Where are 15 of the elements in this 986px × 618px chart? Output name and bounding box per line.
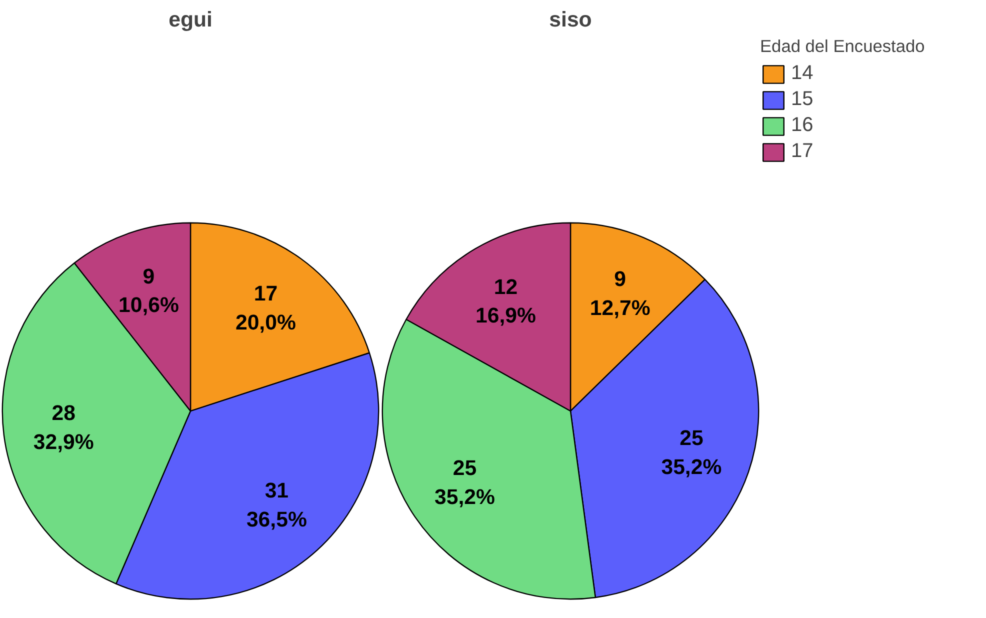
legend-label: 15 <box>791 88 814 111</box>
data-label: 28 32,9% <box>33 401 94 454</box>
legend-label: 17 <box>791 140 814 163</box>
data-label: 25 35,2% <box>661 426 722 479</box>
legend-title: Edad del Encuestado <box>760 36 925 57</box>
data-label: 17 20,0% <box>235 282 296 334</box>
legend-label: 16 <box>791 114 814 137</box>
chart-title: siso <box>549 8 592 32</box>
legend-label: 14 <box>791 62 814 85</box>
chart-title: egui <box>168 8 212 32</box>
data-label: 9 12,7% <box>590 267 650 320</box>
data-label: 25 35,2% <box>434 456 496 510</box>
data-label: 31 36,5% <box>246 478 307 532</box>
data-label: 12 16,9% <box>475 274 536 328</box>
data-label: 9 10,6% <box>118 264 179 318</box>
